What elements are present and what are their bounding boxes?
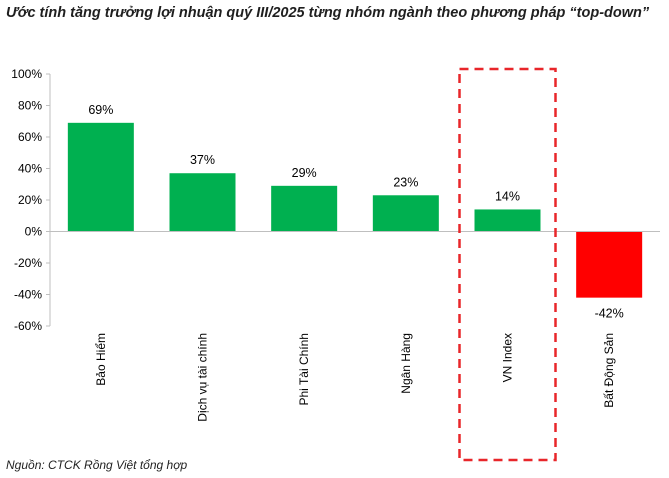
data-label: 37%: [190, 153, 215, 167]
bar: [576, 231, 643, 298]
source-note: Nguồn: CTCK Rồng Việt tổng hợp: [6, 458, 188, 472]
chart-title: Ước tính tăng trưởng lợi nhuận quý III/2…: [6, 5, 650, 21]
highlight-box: [458, 67, 557, 462]
data-label: 14%: [495, 189, 520, 203]
y-tick-label: -40%: [14, 288, 42, 302]
y-axis: 100% 80% 60% 40% 20% 0% -20% -40% -60%: [11, 67, 51, 333]
data-labels: 69% 37% 29% 23% 14% -42%: [88, 103, 623, 321]
data-label: -42%: [595, 307, 624, 321]
y-tick-label: -60%: [14, 319, 42, 333]
data-label: 69%: [88, 103, 113, 117]
category-label: VN Index: [501, 333, 515, 382]
category-label: Phi Tài Chính: [297, 333, 311, 406]
y-tick-label: 100%: [11, 67, 42, 81]
category-label: Bất Động Sản: [602, 333, 616, 408]
y-tick-label: 60%: [18, 130, 42, 144]
data-label: 23%: [393, 175, 418, 189]
category-label: Ngân Hàng: [399, 333, 413, 394]
bar: [67, 122, 134, 232]
y-tick-label: 80%: [18, 99, 42, 113]
category-labels: Bảo Hiểm Dịch vụ tài chính Phi Tài Chính Ng…: [94, 333, 616, 422]
data-label: 29%: [292, 166, 317, 180]
y-tick-label: -20%: [14, 256, 42, 270]
bar: [169, 173, 236, 232]
bar: [474, 209, 541, 232]
category-label: Bảo Hiểm: [94, 333, 108, 386]
y-tick-label: 40%: [18, 162, 42, 176]
category-label: Dịch vụ tài chính: [196, 333, 210, 422]
highlight-dashed-box: [458, 67, 557, 462]
bars: [67, 122, 643, 298]
bar: [271, 185, 338, 232]
y-tick-label: 20%: [18, 193, 42, 207]
bar: [372, 195, 439, 232]
y-tick-label: 0%: [25, 225, 43, 239]
